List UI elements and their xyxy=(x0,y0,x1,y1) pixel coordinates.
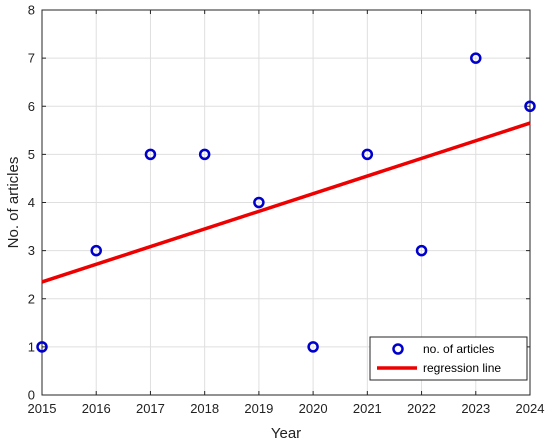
legend-label-articles: no. of articles xyxy=(423,342,494,356)
legend-box xyxy=(369,336,528,381)
y-tick-label: 2 xyxy=(28,291,35,306)
series-layer xyxy=(36,52,536,353)
data-point xyxy=(36,341,48,353)
data-point xyxy=(361,148,374,161)
x-tick-label: 2020 xyxy=(299,401,328,416)
data-point xyxy=(253,196,265,209)
legend-marker-articles xyxy=(392,343,404,355)
data-point xyxy=(524,100,536,112)
y-tick-label: 5 xyxy=(28,147,35,162)
y-tick-label: 7 xyxy=(28,51,35,66)
y-tick-label: 8 xyxy=(28,3,35,18)
y-tick-label: 3 xyxy=(28,243,35,258)
x-tick-label: 2019 xyxy=(244,401,273,416)
x-tick-label: 2017 xyxy=(136,401,165,416)
y-tick-label: 0 xyxy=(28,388,35,403)
legend: no. of articles regression line xyxy=(369,336,528,381)
data-point xyxy=(90,244,102,257)
x-tick-label: 2016 xyxy=(82,401,111,416)
y-tick-label: 1 xyxy=(28,339,35,354)
data-point xyxy=(144,148,157,161)
legend-label-regression: regression line xyxy=(423,361,501,375)
x-tick-label: 2024 xyxy=(516,401,545,416)
x-tick-label: 2023 xyxy=(461,401,490,416)
x-axis-ticks: 2015 2016 2017 2018 2019 2020 2021 2022 2023 2024 xyxy=(28,10,545,416)
regression-line xyxy=(41,121,531,284)
y-tick-label: 4 xyxy=(28,195,35,210)
y-tick-label: 6 xyxy=(28,99,35,114)
x-tick-label: 2021 xyxy=(353,401,382,416)
data-point xyxy=(415,244,428,257)
x-tick-label: 2022 xyxy=(407,401,436,416)
x-tick-label: 2015 xyxy=(28,401,57,416)
data-point xyxy=(198,148,211,161)
data-point xyxy=(307,341,319,353)
x-axis-title: Year xyxy=(271,425,301,442)
x-tick-label: 2018 xyxy=(190,401,219,416)
data-point xyxy=(470,52,482,64)
y-axis-title: No. of articles xyxy=(5,157,22,249)
